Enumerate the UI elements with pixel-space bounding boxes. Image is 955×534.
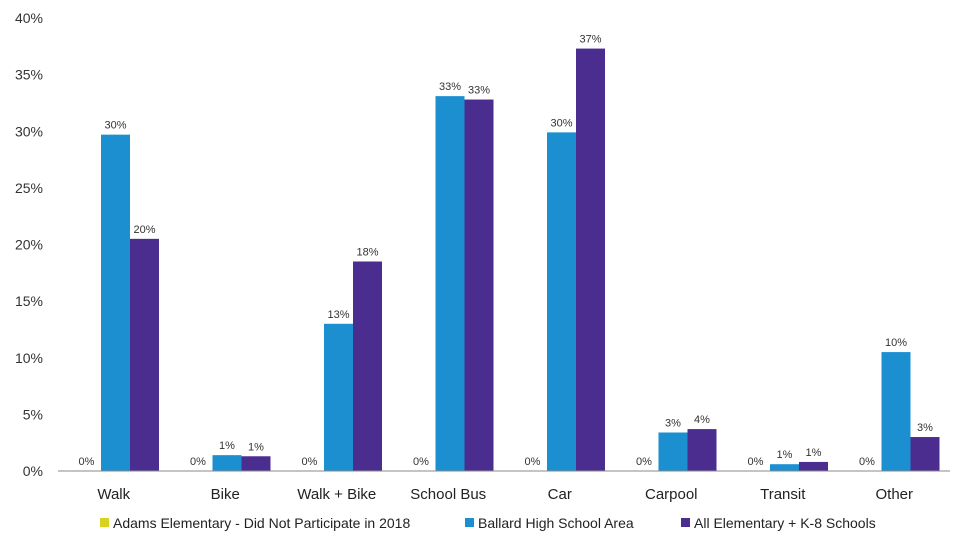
y-tick-label: 15% (15, 293, 43, 309)
x-tick-label: Walk + Bike (297, 486, 376, 503)
bar-2-4 (576, 48, 605, 471)
bar-2-1 (241, 456, 271, 471)
data-label: 0% (636, 456, 652, 468)
data-label: 0% (748, 456, 764, 468)
data-label: 0% (190, 456, 206, 468)
x-tick-label: Bike (211, 486, 240, 503)
data-label: 0% (413, 456, 429, 468)
x-tick-label: School Bus (410, 486, 486, 503)
y-tick-label: 40% (15, 10, 43, 26)
data-label: 13% (327, 309, 349, 321)
legend-label: Adams Elementary - Did Not Participate i… (113, 515, 410, 531)
x-tick-label: Car (548, 486, 572, 503)
data-label: 0% (302, 456, 318, 468)
y-tick-label: 25% (15, 180, 43, 196)
data-label: 1% (806, 447, 822, 459)
bar-2-6 (799, 461, 828, 471)
legend: Adams Elementary - Did Not Participate i… (100, 515, 876, 531)
data-label: 33% (439, 81, 461, 93)
data-label: 1% (777, 449, 793, 461)
data-labels-group: 0% 30% 20% 0% 1% 1% 0% 13% 18% 0% 33% 33% 0% 30% 37% 0%… (79, 34, 934, 468)
bar-1-4 (547, 132, 576, 471)
data-label: 37% (579, 34, 601, 46)
y-tick-label: 5% (23, 406, 43, 422)
data-label: 1% (248, 441, 264, 453)
data-label: 0% (859, 456, 875, 468)
data-label: 30% (550, 117, 572, 129)
bar-1-1 (212, 455, 242, 471)
data-label: 1% (219, 440, 235, 452)
data-label: 10% (885, 337, 907, 349)
bar-2-2 (353, 261, 382, 471)
bar-1-2 (324, 323, 353, 471)
data-label: 0% (79, 456, 95, 468)
x-tick-label: Carpool (645, 486, 698, 503)
bars-group (101, 48, 940, 471)
data-label: 3% (665, 417, 681, 429)
y-tick-label: 30% (15, 123, 43, 139)
bar-2-3 (464, 99, 494, 471)
y-tick-label: 20% (15, 237, 43, 253)
bar-1-7 (881, 352, 911, 471)
bar-2-5 (687, 429, 717, 471)
x-tick-label: Walk (97, 486, 130, 503)
legend-swatch (681, 518, 690, 527)
x-axis: Walk Bike Walk + Bike School Bus Car Carpool T… (58, 470, 950, 503)
bar-1-6 (770, 464, 799, 471)
data-label: 3% (917, 422, 933, 434)
bar-2-0 (130, 238, 159, 471)
data-label: 18% (356, 246, 378, 258)
data-label: 4% (694, 414, 710, 426)
x-tick-label: Transit (760, 486, 806, 503)
data-label: 20% (133, 224, 155, 236)
y-tick-label: 0% (23, 463, 43, 479)
legend-swatch (465, 518, 474, 527)
bar-1-5 (658, 432, 688, 471)
y-tick-label: 35% (15, 67, 43, 83)
x-tick-label: Other (875, 486, 913, 503)
y-tick-label: 10% (15, 350, 43, 366)
bar-1-0 (101, 134, 130, 471)
data-label: 30% (104, 120, 126, 132)
data-label: 0% (525, 456, 541, 468)
bar-1-3 (435, 96, 465, 471)
legend-label: All Elementary + K-8 Schools (694, 515, 876, 531)
legend-label: Ballard High School Area (478, 515, 634, 531)
bar-2-7 (910, 437, 940, 471)
legend-swatch (100, 518, 109, 527)
y-axis: 0% 5% 10% 15% 20% 25% 30% 35% 40% (15, 10, 43, 479)
data-label: 33% (468, 85, 490, 97)
